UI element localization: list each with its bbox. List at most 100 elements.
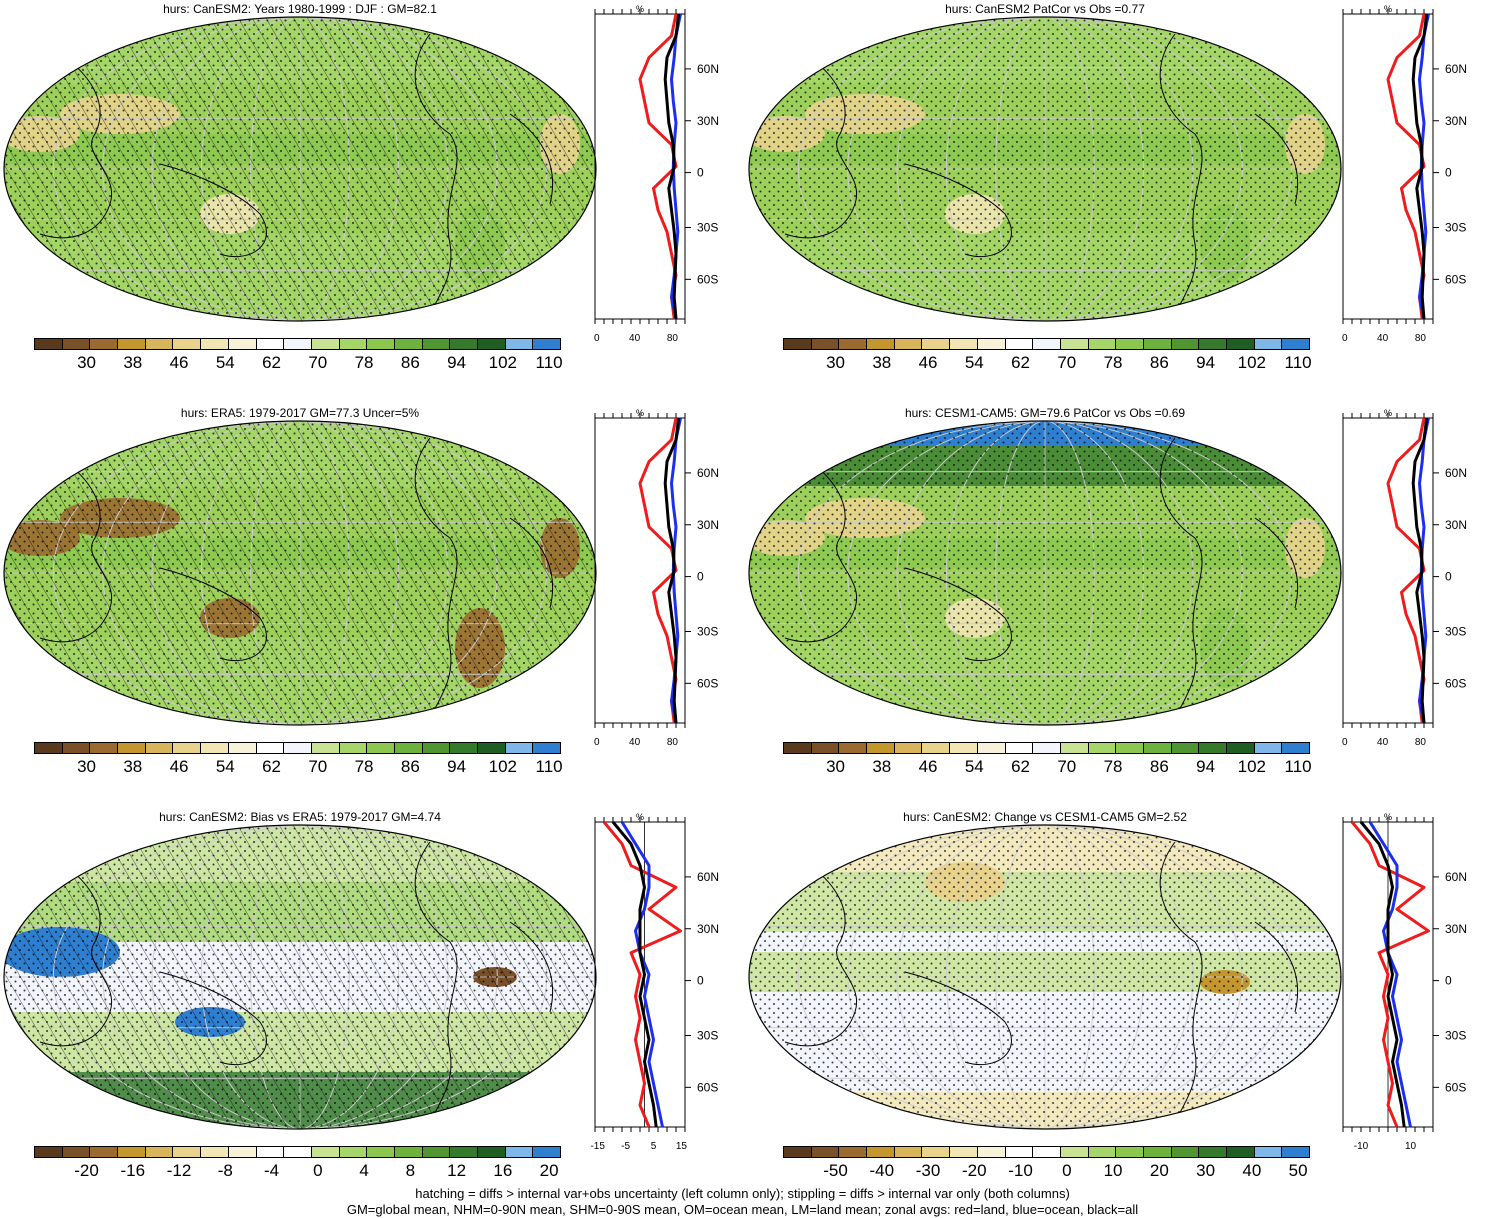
colorbar-tick-label: 54 (215, 353, 235, 372)
colorbar-tick-label: 78 (354, 353, 374, 372)
colorbar-box (90, 1147, 119, 1157)
zonal-x-tick-label: 80 (1415, 737, 1427, 748)
zonal-lat-label: 30N (1445, 114, 1467, 128)
colorbar-tick-label: 54 (964, 757, 984, 776)
zonal-x-tick-label: 0 (594, 737, 600, 748)
colorbar-box (1254, 339, 1283, 349)
colorbar-box (339, 339, 368, 349)
zonal-lat-label: 0 (697, 974, 704, 988)
colorbar-box (1033, 339, 1061, 349)
colorbar-tick-label: 110 (535, 353, 563, 372)
colorbar-box (339, 1147, 368, 1157)
robinson-map (748, 420, 1342, 726)
zonal-line-blue (1368, 821, 1412, 1128)
colorbar (783, 1146, 1310, 1158)
colorbar-tick-label: 10 (1103, 1161, 1123, 1180)
colorbar-box (1116, 339, 1144, 349)
colorbar-box (422, 1147, 451, 1157)
colorbar-box (62, 339, 91, 349)
panel-6: hurs: CanESM2: Change vs CESM1-CAM5 GM=2… (745, 808, 1485, 1188)
colorbar-tick-label: 86 (400, 353, 420, 372)
colorbar-box (311, 1147, 340, 1157)
colorbar-box (1199, 743, 1227, 753)
colorbar-box (1227, 339, 1255, 349)
colorbar-box (173, 339, 202, 349)
colorbar-box (505, 339, 534, 349)
colorbar-tick-label: -50 (823, 1161, 848, 1180)
colorbar-box (1033, 1147, 1061, 1157)
colorbar-box (311, 339, 340, 349)
colorbar-box (1143, 743, 1172, 753)
zonal-x-tick-label: 80 (1415, 333, 1427, 344)
colorbar-tick-label: 30 (77, 353, 96, 372)
colorbar-tick-label: 102 (488, 757, 518, 776)
colorbar-box (478, 1147, 506, 1157)
colorbar-box (256, 743, 285, 753)
zonal-lat-label: 30S (697, 1029, 718, 1043)
colorbar (34, 742, 561, 754)
zonal-lat-label: 30S (1445, 625, 1466, 639)
colorbar-tick-label: -8 (217, 1161, 233, 1180)
colorbar-box (505, 1147, 534, 1157)
colorbar-box (894, 743, 923, 753)
colorbar-box (478, 743, 506, 753)
zonal-lat-label: 60N (1445, 466, 1467, 480)
panel-3: hurs: ERA5: 1979-2017 GM=77.3 Uncer=5% 3… (0, 404, 740, 804)
panel-1: hurs: CanESM2: Years 1980-1999 : DJF : G… (0, 0, 740, 400)
robinson-map (3, 16, 597, 322)
colorbar-box (228, 339, 257, 349)
colorbar-box (1254, 743, 1283, 753)
colorbar-box (367, 1147, 395, 1157)
colorbar-box (533, 1147, 561, 1157)
colorbar-tick-label: 38 (123, 353, 143, 372)
colorbar-tick-label: 110 (1284, 757, 1312, 776)
colorbar-box (478, 339, 506, 349)
colorbar-box (922, 339, 951, 349)
robinson-map (3, 824, 597, 1130)
colorbar-tick-label: -10 (1008, 1161, 1033, 1180)
zonal-line-black (663, 13, 681, 320)
colorbar-tick-label: 30 (826, 353, 845, 372)
colorbar-box (422, 743, 451, 753)
colorbar-box (1282, 743, 1310, 753)
robinson-map (748, 824, 1342, 1130)
colorbar-tick-label: 102 (1237, 353, 1267, 372)
colorbar-box (1116, 743, 1144, 753)
zonal-lat-label: 60N (697, 62, 719, 76)
zonal-lat-label: 30N (697, 922, 719, 936)
colorbar-box (1282, 1147, 1310, 1157)
panel-2: hurs: CanESM2 PatCor vs Obs =0.77 30 38 46… (745, 0, 1485, 400)
colorbar (34, 338, 561, 350)
zonal-line-red (638, 13, 678, 320)
zonal-lat-label: 60S (1445, 1080, 1466, 1094)
zonal-lat-label: 0 (697, 570, 704, 584)
colorbar-box (1143, 339, 1172, 349)
colorbar-box (62, 1147, 91, 1157)
colorbar-tick-label: 46 (918, 757, 938, 776)
colorbar-box (201, 743, 229, 753)
colorbar-box (950, 339, 978, 349)
panel-5: hurs: CanESM2: Bias vs ERA5: 1979-2017 G… (0, 808, 740, 1188)
zonal-line-black (663, 417, 681, 724)
zonal-line-red (602, 821, 682, 1128)
colorbar-tick-label: 4 (359, 1161, 369, 1180)
colorbar-box (1088, 1147, 1117, 1157)
colorbar-box (839, 743, 868, 753)
colorbar-box (505, 743, 534, 753)
colorbar-box (784, 339, 812, 349)
zonal-line-black (1359, 821, 1406, 1128)
colorbar-box (62, 743, 91, 753)
zonal-lat-label: 60S (697, 272, 718, 286)
zonal-line-red (1350, 821, 1430, 1128)
zonal-x-tick-label: 40 (1377, 333, 1389, 344)
colorbar-box (228, 743, 257, 753)
robinson-map (748, 16, 1342, 322)
colorbar-box (784, 1147, 812, 1157)
colorbar-tick-label: 54 (215, 757, 235, 776)
